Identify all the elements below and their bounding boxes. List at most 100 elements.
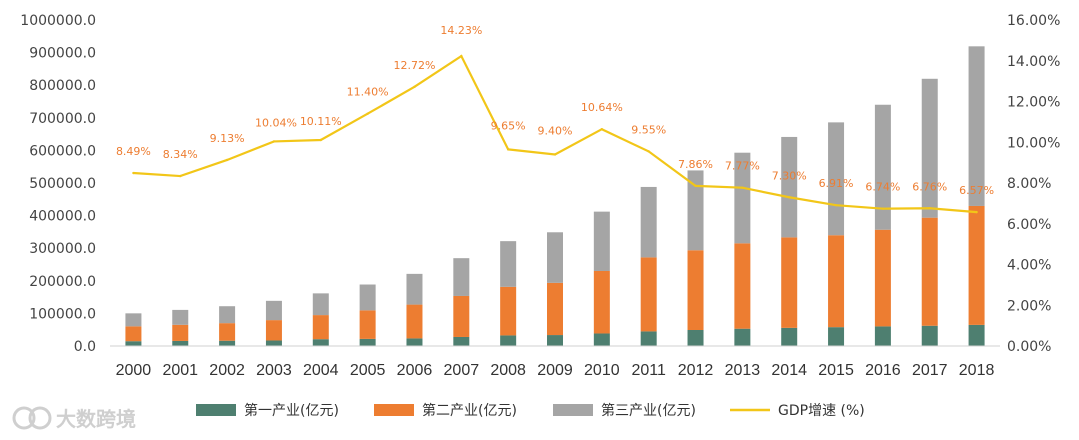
bar-segment-series-1	[312, 315, 329, 340]
gdp-growth-point	[179, 174, 182, 178]
bar-segment-series-1	[781, 237, 798, 328]
bar-segment-series-1	[874, 229, 891, 327]
gdp-growth-point	[366, 112, 369, 115]
bar-segment-series-2	[406, 273, 423, 305]
bar-segment-series-1	[219, 323, 236, 341]
bar-segment-series-2	[781, 136, 798, 238]
right-y-tick-label: 10.00%	[1007, 135, 1060, 151]
x-tick-label: 2003	[256, 362, 292, 379]
bar-segment-series-0	[968, 324, 985, 346]
stacked-bars	[125, 46, 985, 346]
gdp-growth-data-labels: 8.49% 8.34% 9.13% 10.04% 10.11% 11.40% 12.72% 1…	[116, 24, 994, 197]
watermark-text: 大数跨境	[56, 407, 136, 431]
gdp-growth-data-label: 9.65%	[491, 119, 526, 132]
left-y-tick-label: 200000.0	[29, 274, 96, 290]
gdp-growth-line	[132, 54, 978, 214]
gdp-growth-data-label: 8.34%	[163, 148, 198, 161]
right-y-tick-label: 4.00%	[1007, 258, 1051, 274]
bar-segment-series-0	[921, 325, 938, 346]
bar-segment-series-0	[172, 340, 189, 346]
bar-segment-series-0	[359, 338, 376, 346]
gdp-growth-point	[225, 158, 229, 162]
gdp-growth-data-label: 12.72%	[393, 59, 435, 72]
x-tick-label: 2016	[865, 362, 901, 379]
x-tick-label: 2001	[162, 362, 198, 379]
gdp-growth-data-label: 7.86%	[678, 158, 713, 171]
left-y-tick-label: 1000000.0	[20, 13, 96, 29]
x-tick-label: 2011	[631, 362, 666, 379]
bar-segment-series-0	[453, 336, 470, 346]
gdp-growth-data-label: 6.76%	[912, 180, 947, 193]
gdp-growth-point	[319, 138, 322, 142]
gdp-growth-data-label: 14.23%	[440, 24, 482, 37]
gdp-growth-point	[975, 210, 978, 214]
gdp-growth-point	[132, 171, 135, 175]
gdp-growth-data-label: 7.77%	[725, 160, 760, 173]
watermark-logo-icon	[12, 406, 36, 430]
bar-segment-series-1	[500, 286, 517, 336]
right-y-tick-label: 14.00%	[1007, 54, 1060, 70]
watermark-logo-icon	[28, 406, 52, 430]
x-tick-label: 2013	[725, 362, 761, 379]
bar-segment-series-2	[968, 46, 985, 206]
gdp-growth-data-label: 10.11%	[300, 115, 342, 128]
bar-segment-series-2	[312, 293, 329, 316]
right-y-axis: 0.00% 2.00% 4.00% 6.00% 8.00% 10.00% 12.00% 14.…	[1007, 13, 1060, 355]
legend-label: 第一产业(亿元)	[244, 402, 339, 419]
bar-segment-series-1	[968, 205, 985, 325]
legend-label: 第二产业(亿元)	[422, 402, 517, 419]
bar-segment-series-2	[874, 104, 891, 230]
bar-segment-series-0	[593, 333, 610, 346]
bar-segment-series-0	[406, 338, 423, 346]
bar-segment-series-2	[687, 170, 704, 251]
legend-swatch-series-0	[196, 404, 236, 416]
bar-segment-series-1	[453, 295, 470, 337]
bar-segment-series-1	[265, 320, 282, 341]
gdp-growth-point	[413, 85, 416, 89]
gdp-growth-data-label: 6.57%	[959, 184, 994, 197]
x-tick-label: 2008	[490, 362, 526, 379]
bar-segment-series-0	[312, 339, 329, 346]
x-tick-label: 2018	[959, 362, 995, 379]
bar-segment-series-0	[547, 335, 563, 346]
left-y-tick-label: 0.0	[74, 339, 96, 355]
right-y-tick-label: 0.00%	[1007, 339, 1051, 355]
x-tick-label: 2014	[771, 362, 807, 379]
bar-segment-series-2	[453, 258, 470, 296]
bar-segment-series-0	[687, 329, 704, 346]
x-tick-label: 2004	[303, 362, 339, 379]
bar-segment-series-2	[921, 78, 938, 218]
gdp-growth-point	[553, 153, 557, 156]
bar-segment-series-2	[265, 300, 282, 321]
bar-segment-series-2	[547, 232, 563, 283]
x-tick-label: 2002	[209, 362, 245, 379]
gdp-growth-data-label: 8.49%	[116, 145, 151, 158]
gdp-growth-point	[788, 196, 791, 199]
bar-segment-series-1	[547, 282, 563, 336]
bar-segment-series-0	[125, 341, 142, 346]
gdp-growth-point	[460, 54, 463, 58]
bar-segment-series-1	[172, 324, 189, 341]
bar-segment-series-1	[640, 257, 657, 332]
legend-label: GDP增速 (%)	[778, 403, 865, 419]
gdp-growth-point	[647, 150, 650, 153]
x-tick-label: 2012	[678, 362, 714, 379]
gdp-growth-data-label: 9.55%	[631, 123, 666, 136]
gdp-growth-point	[881, 207, 885, 210]
right-y-tick-label: 12.00%	[1007, 95, 1060, 111]
bar-segment-series-0	[734, 328, 751, 346]
bar-segment-series-1	[359, 310, 376, 339]
watermark: 大数跨境	[12, 406, 136, 431]
bar-segment-series-2	[359, 284, 376, 311]
bar-segment-series-1	[406, 304, 423, 339]
bar-segment-series-0	[219, 340, 236, 346]
left-y-tick-label: 300000.0	[29, 241, 96, 257]
gdp-growth-point	[272, 140, 276, 143]
bar-segment-series-1	[921, 217, 938, 326]
gdp-growth-point	[834, 204, 838, 207]
left-y-tick-label: 100000.0	[29, 306, 96, 322]
x-tick-label: 2009	[537, 362, 573, 379]
bar-segment-series-0	[640, 331, 657, 346]
bar-segment-series-0	[265, 340, 282, 346]
